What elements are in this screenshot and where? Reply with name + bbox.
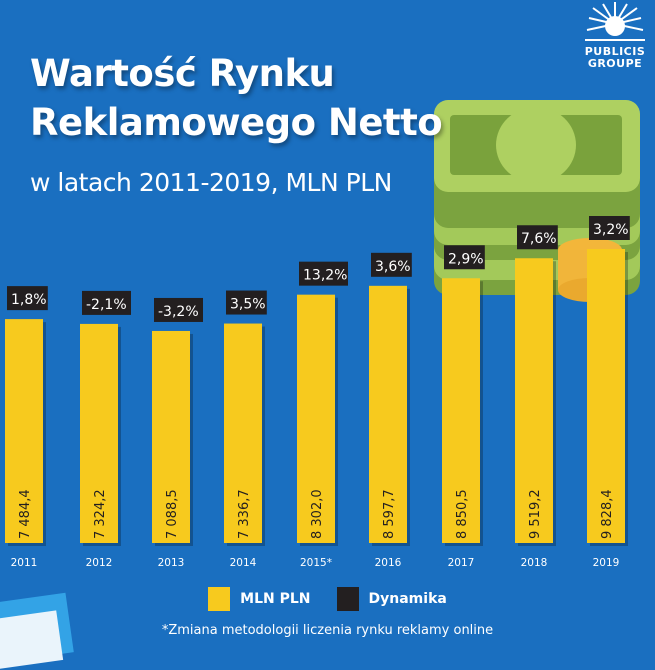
dynamika-label: 1,8% [11, 292, 47, 308]
bar [152, 330, 190, 543]
dynamika-label: 2,9% [448, 251, 484, 267]
bar-value-label: 8 302,0 [310, 489, 325, 539]
bar [5, 319, 43, 543]
legend-label: MLN PLN [240, 591, 311, 607]
logo-text-1: PUBLICIS [584, 45, 646, 58]
legend: MLN PLN Dynamika [0, 587, 655, 611]
dynamika-box [226, 290, 267, 315]
x-tick-label: 2013 [158, 557, 185, 569]
chart-subtitle: w latach 2011-2019, MLN PLN [30, 168, 392, 197]
publicis-groupe-logo: PUBLICIS GROUPE [578, 2, 652, 74]
bar [297, 294, 335, 543]
dynamika-box [589, 216, 630, 240]
dynamika-box [444, 245, 485, 270]
dynamika-box [371, 252, 412, 277]
bar-value-label: 8 597,7 [382, 489, 397, 539]
legend-label: Dynamika [368, 591, 447, 607]
legend-swatch-yellow [208, 587, 231, 611]
footnote: *Zmiana metodologii liczenia rynku rekla… [161, 623, 494, 638]
x-tick-label: 2017 [448, 557, 475, 569]
bar [442, 278, 480, 543]
dynamika-label: 3,2% [593, 222, 629, 238]
chart-title-line1: Wartość Rynku [30, 52, 335, 95]
bar-value-label: 7 324,2 [93, 489, 108, 539]
dynamika-box [517, 225, 558, 250]
dynamika-box [82, 290, 131, 315]
x-tick-label: 2018 [521, 557, 548, 569]
legend-swatch-black [336, 587, 359, 611]
dynamika-label: 3,6% [375, 259, 411, 275]
dynamika-label: 13,2% [303, 268, 347, 284]
decorative-card [0, 610, 64, 670]
bar-value-label: 8 850,5 [455, 489, 470, 539]
sun-lion-logo-icon [585, 2, 645, 41]
dynamika-label: 3,5% [230, 297, 266, 313]
bar-value-label: 7 336,7 [237, 489, 252, 539]
money-stack-illustration [434, 100, 640, 302]
x-tick-label: 2016 [375, 557, 402, 569]
bar-chart: 7 484,4 1,8% 2011 7 324,2 -2,1% 2012 7 088,5 -3… [5, 216, 630, 569]
dynamika-label: 7,6% [521, 231, 557, 247]
dynamika-label: -3,2% [158, 304, 199, 320]
bar [587, 249, 625, 543]
logo-text-2: GROUPE [587, 57, 643, 70]
dynamika-box [7, 286, 48, 311]
bar-value-label: 7 484,4 [18, 489, 33, 539]
bar [369, 285, 407, 543]
bar [80, 323, 118, 543]
x-tick-label: 2014 [230, 557, 257, 569]
dynamika-label: -2,1% [86, 297, 127, 313]
bar-value-label: 9 519,2 [528, 489, 543, 539]
dynamika-box [299, 261, 348, 286]
bar-value-label: 9 828,4 [600, 489, 615, 539]
x-tick-label: 2019 [593, 557, 620, 569]
x-tick-label: 2011 [11, 557, 38, 569]
chart-title-line2: Reklamowego Netto [30, 101, 443, 144]
legend-item-mln-pln: MLN PLN [208, 587, 311, 611]
bar [515, 258, 553, 543]
bar-value-label: 7 088,5 [165, 489, 180, 539]
x-tick-label: 2015* [300, 557, 332, 569]
legend-item-dynamika: Dynamika [336, 587, 447, 611]
bar [224, 323, 262, 543]
dynamika-box [154, 297, 203, 322]
x-tick-label: 2012 [86, 557, 113, 569]
